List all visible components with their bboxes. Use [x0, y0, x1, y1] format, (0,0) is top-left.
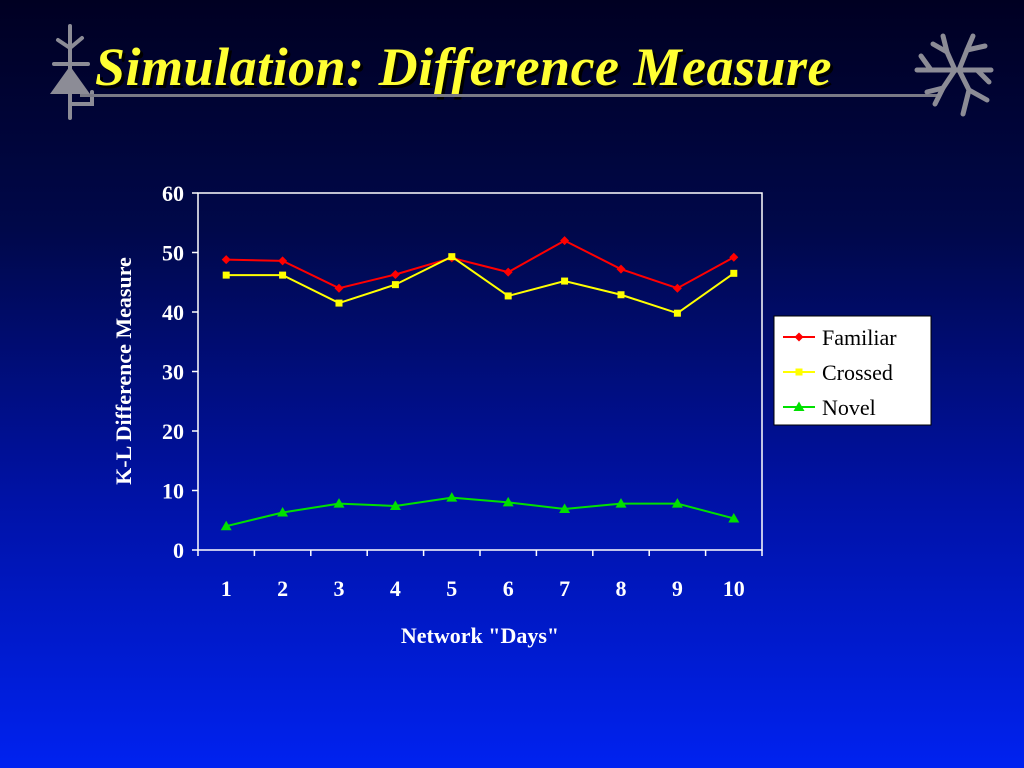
legend: Familiar Crossed Novel	[773, 315, 932, 426]
novel-point	[389, 500, 401, 510]
crossed-series	[222, 253, 738, 317]
x-tick-label: 2	[277, 576, 288, 601]
y-axis: 0 10 20 30 40 50 60	[162, 181, 198, 563]
y-tick-label: 30	[162, 360, 184, 385]
y-tick-label: 0	[173, 538, 184, 563]
x-tick-label: 1	[221, 576, 232, 601]
x-tick-label: 7	[559, 576, 570, 601]
novel-point	[559, 503, 571, 513]
title-underline	[80, 94, 940, 97]
crossed-point	[335, 299, 343, 307]
crossed-point	[279, 271, 287, 279]
familiar-series	[221, 236, 739, 293]
crossed-point	[730, 269, 738, 277]
familiar-point	[221, 255, 231, 265]
crossed-point	[673, 309, 681, 317]
familiar-line	[226, 239, 735, 290]
novel-point	[446, 492, 458, 502]
crossed-line	[226, 255, 735, 315]
x-tick-label: 8	[616, 576, 627, 601]
x-tick-label: 10	[723, 576, 745, 601]
crossed-point	[222, 271, 230, 279]
x-tick-label: 3	[334, 576, 345, 601]
neuron-dendrite-icon	[914, 33, 994, 117]
x-tick-label: 9	[672, 576, 683, 601]
y-tick-label: 40	[162, 300, 184, 325]
neuron-triangle-icon	[50, 24, 94, 120]
slide-title: Simulation: Difference Measure	[95, 37, 833, 97]
familiar-point	[278, 256, 288, 266]
x-tick-label: 5	[446, 576, 457, 601]
x-tick-label: 4	[390, 576, 401, 601]
x-axis-label: Network "Days"	[401, 623, 559, 648]
familiar-point	[616, 264, 626, 274]
familiar-point	[334, 283, 344, 293]
familiar-point	[390, 270, 400, 280]
novel-point	[502, 496, 514, 507]
legend-crossed-marker	[795, 368, 803, 376]
novel-point	[220, 520, 232, 531]
crossed-point	[391, 281, 399, 289]
crossed-point	[561, 277, 569, 285]
crossed-point	[617, 291, 625, 299]
x-tick-label: 6	[503, 576, 514, 601]
x-axis: 1 2 3 4 5 6 7 8 9 10	[197, 550, 763, 601]
familiar-point	[503, 267, 513, 277]
legend-familiar-marker	[794, 332, 804, 342]
y-tick-label: 10	[162, 479, 184, 504]
familiar-point	[672, 283, 682, 293]
familiar-point	[560, 236, 570, 246]
y-tick-label: 50	[162, 241, 184, 266]
crossed-point	[448, 253, 456, 261]
y-axis-label: K-L Difference Measure	[111, 257, 136, 485]
familiar-point	[729, 252, 739, 262]
series-layer	[220, 236, 740, 531]
legend-novel-label: Novel	[822, 395, 876, 420]
y-tick-label: 60	[162, 181, 184, 206]
y-tick-label: 20	[162, 419, 184, 444]
novel-series	[220, 492, 740, 531]
legend-familiar-label: Familiar	[822, 325, 897, 350]
novel-point	[728, 512, 740, 523]
novel-line	[225, 496, 735, 528]
legend-novel-marker	[793, 401, 805, 411]
novel-point	[333, 498, 345, 508]
crossed-point	[504, 292, 512, 300]
legend-crossed-label: Crossed	[822, 360, 893, 385]
plot-area	[197, 192, 763, 551]
novel-point	[671, 498, 683, 508]
novel-point	[277, 507, 289, 517]
novel-point	[615, 498, 627, 508]
